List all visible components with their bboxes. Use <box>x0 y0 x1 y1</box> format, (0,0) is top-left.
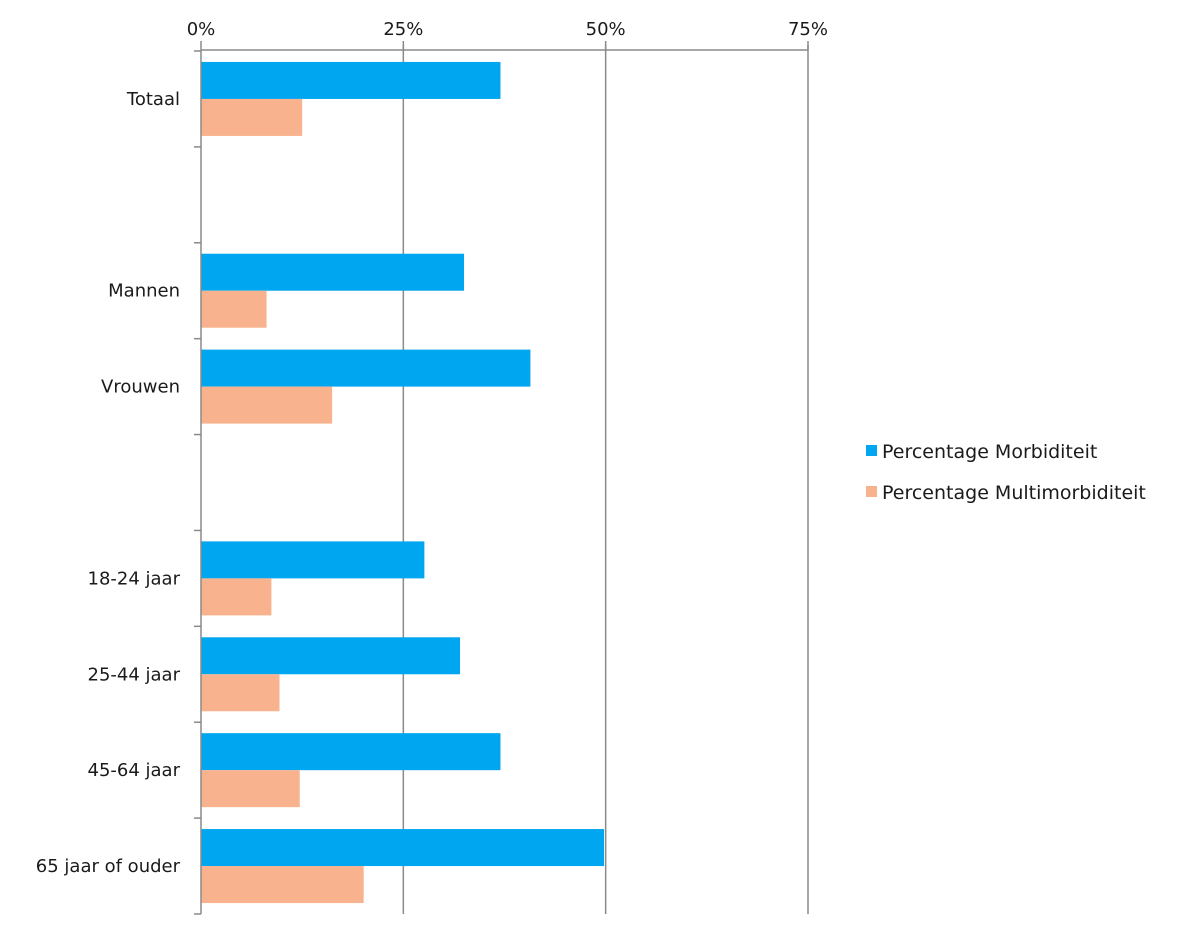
bar <box>201 290 267 328</box>
legend: Percentage Morbiditeit Percentage Multimo… <box>866 441 1146 504</box>
bar <box>201 866 364 904</box>
bar <box>201 541 425 579</box>
bars <box>201 61 605 904</box>
bar <box>201 98 303 136</box>
bar <box>201 770 300 808</box>
category-label: 25-44 jaar <box>88 664 181 685</box>
labels: 0% 25% 50% 75% Totaal Mannen Vrouwen 18-24 jaar… <box>36 19 828 877</box>
category-label: Vrouwen <box>101 377 180 398</box>
bar <box>201 637 460 675</box>
bar <box>201 733 501 771</box>
legend-swatch <box>866 445 877 456</box>
legend-label: Percentage Morbiditeit <box>882 441 1097 463</box>
bar <box>201 253 465 291</box>
x-tick-label: 50% <box>586 19 626 40</box>
x-tick-label: 0% <box>187 19 216 40</box>
bar <box>201 386 333 424</box>
axes <box>194 41 809 915</box>
x-tick-label: 25% <box>383 19 423 40</box>
gridlines <box>402 45 809 914</box>
x-tick-label: 75% <box>788 19 828 40</box>
bar <box>201 349 531 387</box>
category-label: 65 jaar of ouder <box>36 856 181 877</box>
legend-label: Percentage Multimorbiditeit <box>882 482 1146 504</box>
bar <box>201 829 605 867</box>
category-label: Mannen <box>108 281 180 302</box>
bar <box>201 578 272 616</box>
category-label: 18-24 jaar <box>88 568 181 589</box>
bar <box>201 61 501 99</box>
legend-swatch <box>866 486 877 497</box>
category-label: 45-64 jaar <box>88 760 181 781</box>
bar <box>201 674 280 712</box>
category-label: Totaal <box>126 89 180 110</box>
